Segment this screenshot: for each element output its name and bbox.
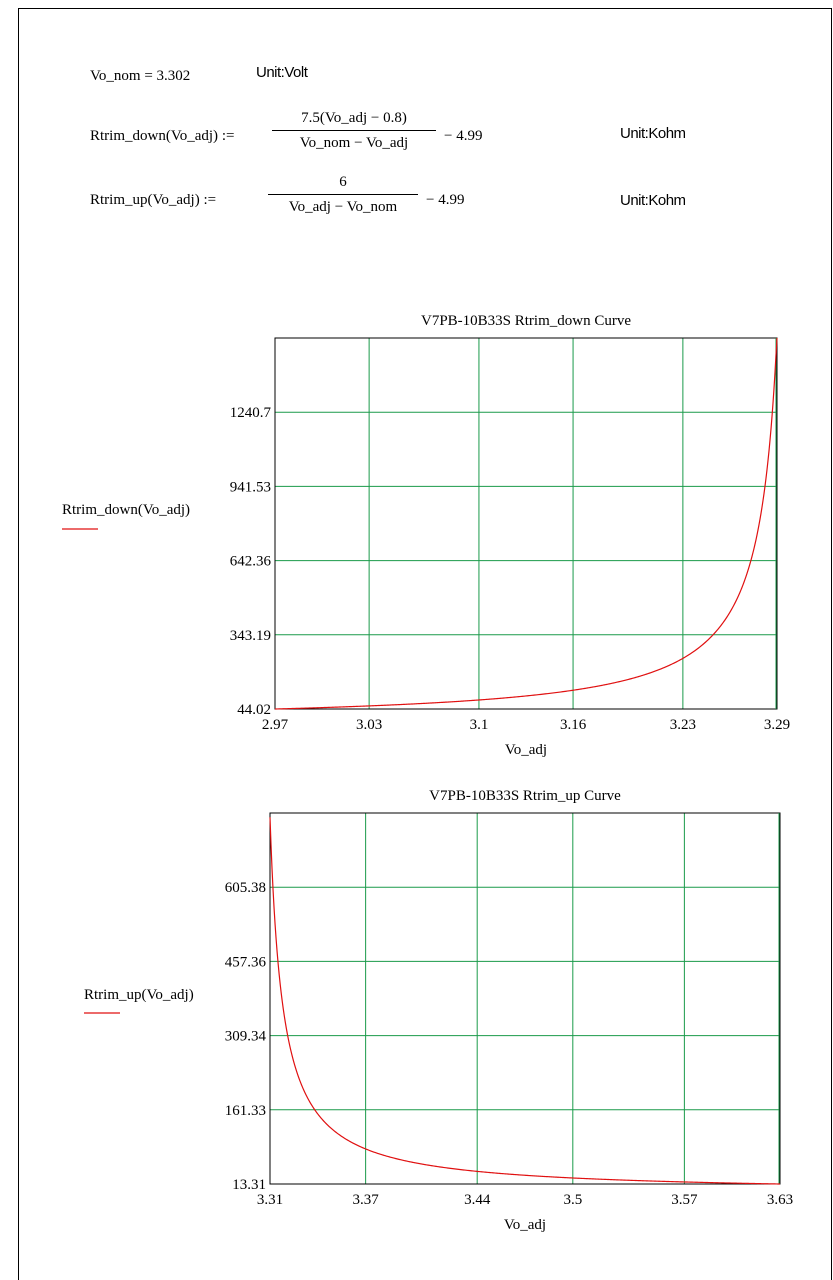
rtrim-up-denominator: Vo_adj − Vo_nom (288, 199, 398, 215)
y-tick-label: 343.19 (230, 628, 271, 644)
plot-area-frame (269, 812, 781, 1185)
rtrim-down-lhs: Rtrim_down(Vo_adj) (90, 128, 219, 144)
series-line (274, 337, 778, 710)
y-axis-label: Rtrim_up(Vo_adj) (84, 987, 194, 1003)
vo-nom-value: 3.302 (156, 68, 191, 84)
x-tick-label: 3.29 (764, 717, 790, 733)
rtrim-down-fraction: 7.5(Vo_adj − 0.8) Vo_nom − Vo_adj (272, 110, 436, 152)
x-tick-label: 3.57 (671, 1192, 698, 1208)
vo-nom-unit: Unit:Volt (256, 64, 308, 81)
y-tick-label: 457.36 (225, 954, 267, 970)
y-tick-label: 161.33 (225, 1103, 266, 1119)
fraction-bar (272, 130, 436, 131)
rtrim-down-unit: Unit:Kohm (620, 125, 686, 142)
x-tick-label: 3.44 (464, 1192, 491, 1208)
y-tick-label: 941.53 (230, 479, 271, 495)
rtrim-down-tail: − 4.99 (444, 128, 483, 144)
y-tick-label: 13.31 (232, 1177, 266, 1193)
rtrim-up-op: := (203, 192, 217, 208)
rtrim-down-lhs-group: Rtrim_down(Vo_adj) := (90, 128, 234, 145)
rtrim-up-chart: V7PB-10B33S Rtrim_up Curve 3.31 3.37 3.44 3.… (84, 788, 793, 1233)
worksheet-frame (18, 8, 832, 1280)
fraction-bar (268, 194, 418, 195)
rtrim-up-unit: Unit:Kohm (620, 192, 686, 209)
y-tick-label: 44.02 (237, 702, 271, 718)
rtrim-down-op: := (221, 128, 235, 144)
x-tick-label: 3.5 (563, 1192, 582, 1208)
series-line (269, 817, 781, 1185)
y-tick-label: 309.34 (225, 1029, 267, 1045)
vo-nom-op: = (144, 68, 153, 84)
rtrim-down-chart: V7PB-10B33S Rtrim_down Curve 2.97 3.03 3.1 3… (62, 313, 790, 758)
y-axis-label: Rtrim_down(Vo_adj) (62, 502, 190, 518)
chart-title: V7PB-10B33S Rtrim_up Curve (429, 788, 621, 804)
rtrim-up-lhs-group: Rtrim_up(Vo_adj) := (90, 192, 216, 209)
vo-nom-equation: Vo_nom = 3.302 (90, 68, 190, 85)
x-tick-label: 3.16 (560, 717, 587, 733)
chart-title: V7PB-10B33S Rtrim_down Curve (421, 313, 631, 329)
vo-nom-lhs: Vo_nom (90, 68, 141, 84)
rtrim-up-lhs: Rtrim_up(Vo_adj) (90, 192, 200, 208)
rtrim-down-denominator: Vo_nom − Vo_adj (299, 135, 409, 151)
x-tick-label: 3.03 (356, 717, 382, 733)
plot-area-frame (274, 337, 778, 710)
x-tick-label: 3.63 (767, 1192, 793, 1208)
rtrim-down-numerator: 7.5(Vo_adj − 0.8) (301, 110, 407, 126)
x-tick-label: 3.37 (353, 1192, 380, 1208)
x-tick-label: 2.97 (262, 717, 289, 733)
x-tick-label: 3.1 (470, 717, 489, 733)
y-tick-label: 1240.7 (230, 405, 272, 421)
x-tick-label: 3.23 (670, 717, 696, 733)
rtrim-up-tail: − 4.99 (426, 192, 465, 208)
y-tick-label: 605.38 (225, 880, 266, 896)
rtrim-up-numerator: 6 (339, 174, 347, 190)
x-axis-label: Vo_adj (505, 742, 547, 758)
x-tick-label: 3.31 (257, 1192, 283, 1208)
x-axis-label: Vo_adj (504, 1217, 546, 1233)
rtrim-up-fraction: 6 Vo_adj − Vo_nom (268, 174, 418, 216)
y-tick-label: 642.36 (230, 554, 272, 570)
